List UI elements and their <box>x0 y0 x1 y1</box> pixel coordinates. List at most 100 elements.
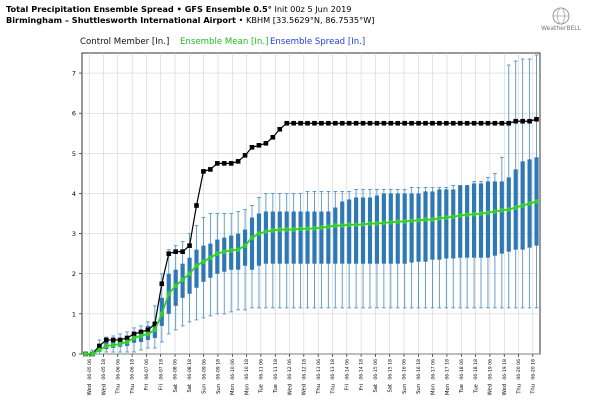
y-tick-label: 4 <box>72 190 76 198</box>
logo-text: WeatherBELL <box>541 25 582 32</box>
x-tick-label: 06-17 18 <box>445 359 451 380</box>
legend-control: Control Member [In.] <box>80 37 170 47</box>
control-point <box>430 120 435 126</box>
spread-box <box>478 183 484 258</box>
day-label: Wed <box>302 384 308 395</box>
mean-point <box>298 226 303 232</box>
control-point <box>409 120 414 126</box>
mean-point <box>485 210 491 216</box>
spread-box <box>249 217 255 270</box>
control-point <box>499 120 505 126</box>
mean-point <box>312 225 317 231</box>
day-label: Mon <box>430 384 436 395</box>
y-tick-label: 0 <box>72 351 76 359</box>
day-label: Sun <box>216 384 222 394</box>
control-point <box>117 337 123 343</box>
control-point <box>367 120 373 126</box>
mean-point <box>117 341 123 347</box>
day-label: Mon <box>230 384 236 395</box>
x-tick-label: 06-17 06 <box>430 359 436 380</box>
y-tick-label: 1 <box>72 310 76 318</box>
spread-box <box>256 213 262 266</box>
mean-point <box>152 327 158 333</box>
control-point <box>457 120 463 126</box>
day-label: Wed <box>87 384 93 395</box>
spread-box <box>395 193 400 264</box>
spread-box <box>458 185 463 258</box>
mean-point <box>173 283 179 289</box>
mean-point <box>353 222 359 228</box>
mean-point <box>256 231 262 237</box>
day-label: Thu <box>516 384 522 395</box>
control-point <box>471 120 477 126</box>
spread-box <box>451 189 456 259</box>
control-point <box>312 120 317 126</box>
mean-point <box>263 229 269 234</box>
spread-box <box>319 211 324 264</box>
control-point <box>513 118 519 124</box>
spread-box <box>291 211 296 264</box>
mean-point <box>416 217 421 223</box>
spread-box <box>298 211 303 264</box>
spread-box <box>326 211 331 264</box>
mean-point <box>319 225 324 230</box>
mean-point <box>284 227 290 232</box>
mean-point <box>520 203 526 208</box>
x-tick-label: 06-20 18 <box>530 359 536 380</box>
mean-point <box>187 271 192 277</box>
legend-spread: Ensemble Spread [In.] <box>270 37 366 47</box>
spread-box <box>437 189 442 260</box>
control-point <box>423 120 428 126</box>
day-label: Tue <box>459 384 465 394</box>
day-label: Wed <box>488 384 494 395</box>
control-point <box>416 120 421 126</box>
control-point <box>402 120 407 126</box>
x-tick-label: 06-19 18 <box>502 359 508 380</box>
day-label: Tue <box>273 384 279 394</box>
control-point <box>534 116 539 122</box>
x-tick-label: 06-07 06 <box>144 359 150 380</box>
mean-point <box>374 221 380 226</box>
mean-point <box>332 223 338 228</box>
x-tick-label: 06-10 06 <box>230 359 236 380</box>
spread-box <box>354 197 359 264</box>
day-label: Wed <box>502 384 508 395</box>
mean-point <box>277 227 283 232</box>
control-point <box>194 203 199 208</box>
control-point <box>249 145 255 150</box>
weatherbell-logo: WeatherBELL <box>537 6 585 32</box>
globe-logo-icon: WeatherBELL <box>541 7 582 32</box>
mean-point <box>409 218 415 224</box>
mean-point <box>443 215 449 220</box>
spread-box <box>222 237 227 272</box>
day-label: Thu <box>330 384 336 395</box>
control-point <box>180 249 185 254</box>
spread-box <box>409 193 414 263</box>
mean-point <box>145 331 151 337</box>
mean-point <box>124 339 130 345</box>
chart-title-init: Init 00z 5 Jun 2019 <box>274 4 352 14</box>
control-point <box>201 169 206 174</box>
x-tick-label: 06-05 18 <box>101 359 107 380</box>
x-tick-label: 06-15 18 <box>387 359 393 380</box>
control-point <box>326 120 331 126</box>
control-point <box>152 321 158 327</box>
x-tick-label: 06-20 06 <box>516 359 522 380</box>
day-label: Wed <box>287 384 293 395</box>
control-point <box>478 120 484 126</box>
control-point <box>444 120 449 126</box>
control-point <box>256 143 262 148</box>
day-label: Sun <box>416 384 422 394</box>
day-label: Thu <box>116 384 122 395</box>
x-tick-label: 06-12 06 <box>287 359 293 380</box>
legend: Control Member [In.] Ensemble Mean [In.]… <box>0 37 600 49</box>
x-tick-label: 06-11 06 <box>259 359 265 380</box>
day-label: Thu <box>316 384 322 395</box>
mean-point <box>346 222 352 228</box>
mean-point <box>214 251 220 257</box>
spread-box <box>208 243 213 278</box>
spread-box <box>485 181 491 258</box>
mean-point <box>339 223 345 228</box>
control-point <box>506 120 512 126</box>
